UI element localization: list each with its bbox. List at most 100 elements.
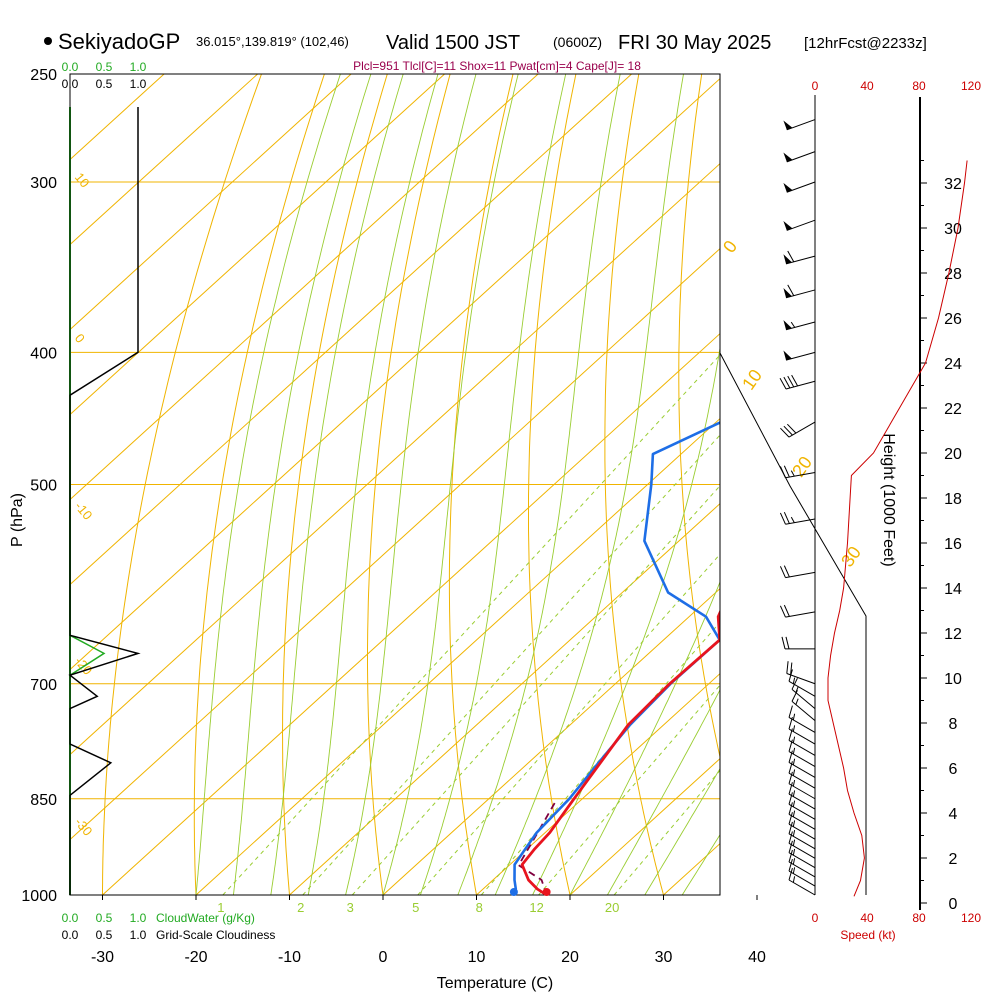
wind-barb-flag	[780, 427, 790, 438]
cloudwater-bottom-tick: 0.0	[62, 911, 79, 925]
surface-temperature-dot	[542, 888, 551, 896]
mixing-ratio-label: 3	[347, 900, 354, 915]
isotherm-line	[70, 74, 539, 501]
x-tick-label: 40	[748, 949, 766, 966]
surface-dewpoint-dot	[509, 888, 518, 896]
wind-barb	[788, 859, 816, 887]
height-tick-label: 32	[944, 176, 962, 193]
height-tick-label: 0	[949, 896, 958, 913]
wind-barb-flag	[788, 867, 793, 881]
dry-adiabat-line	[953, 74, 1000, 895]
cloudwater-top-tick: 1.0	[130, 60, 147, 74]
wind-barb	[783, 320, 816, 331]
wind-barb-pennant	[783, 254, 792, 264]
wind-barb-flag	[788, 821, 793, 834]
isotherm-line	[851, 74, 1000, 895]
cloudiness-legend: Grid-Scale Cloudiness	[156, 928, 275, 942]
speed-top-tick: 120	[961, 79, 981, 93]
cloudiness-trace	[68, 107, 141, 895]
station-name: SekiyadoGP	[58, 29, 180, 54]
wind-barb-flag	[788, 802, 793, 815]
height-tick-label: 4	[949, 806, 958, 823]
wind-barb-flag	[781, 636, 786, 650]
height-tick-label: 16	[944, 536, 962, 553]
speed-top-tick: 80	[912, 79, 926, 93]
wind-barb-flag	[783, 376, 791, 389]
x-tick-label: -10	[278, 949, 301, 966]
wind-barb-pennant	[783, 182, 793, 193]
wind-barb	[788, 705, 816, 733]
wind-barb-flag	[783, 465, 790, 478]
wind-barb-shaft	[788, 421, 816, 438]
height-axis-title: Height (1000 Feet)	[880, 433, 897, 566]
isotherm-line	[70, 247, 720, 841]
station-coords: 36.015°,139.819° (102,46)	[196, 34, 349, 49]
wind-barb-flag	[788, 840, 793, 853]
wind-barb-pennant	[783, 350, 792, 361]
pressure-tick-label: 300	[30, 175, 57, 192]
wind-barb	[788, 739, 816, 767]
plot-frame	[69, 73, 721, 896]
wind-barb-flag	[787, 284, 795, 296]
wind-barb	[779, 512, 816, 525]
pressure-tick-label: 400	[30, 345, 57, 362]
height-tick-label: 26	[944, 311, 962, 328]
wind-barb-shaft	[786, 219, 816, 231]
wind-barb-half-flag	[792, 769, 796, 776]
wind-barb	[788, 792, 816, 820]
height-tick-label: 30	[944, 221, 962, 238]
wind-barb	[788, 750, 816, 778]
mixing-ratio-line	[351, 485, 720, 895]
pressure-tick-label: 500	[30, 478, 57, 495]
wind-barb-pennant	[783, 320, 792, 330]
chart-header: SekiyadoGP 36.015°,139.819° (102,46) Val…	[44, 29, 927, 73]
wind-barb-half-flag	[792, 867, 796, 874]
mixing-ratio-label: 20	[605, 900, 619, 915]
wind-barb-shaft	[786, 119, 816, 131]
isotherm-line	[70, 74, 445, 416]
wind-barb-flag	[788, 750, 793, 763]
wind-barb-panel	[719, 95, 867, 896]
wind-barb-half-flag	[792, 725, 796, 732]
wind-barb	[788, 771, 816, 800]
isotherm-line	[70, 162, 720, 756]
wind-barb	[788, 669, 816, 697]
wind-barb	[788, 728, 816, 756]
isotherm-line	[70, 77, 720, 671]
wind-barb	[779, 565, 816, 579]
wind-barb	[788, 849, 816, 878]
height-tick-label: 28	[944, 266, 962, 283]
wind-barb-shaft	[786, 673, 816, 685]
moist-adiabat-line	[494, 74, 684, 895]
wind-barb-flag	[787, 250, 795, 263]
moist-adiabat-line	[195, 74, 341, 895]
wind-barb	[788, 867, 816, 896]
wind-barb-half-flag	[792, 876, 796, 883]
height-tick-label: 10	[944, 671, 962, 688]
isotherm-line	[70, 74, 632, 586]
height-tick-label: 20	[944, 446, 962, 463]
wind-barb-flag	[791, 374, 799, 387]
sounding-indices: Plcl=951 Tlcl[C]=11 Shox=11 Pwat[cm]=4 C…	[353, 59, 641, 73]
hodograph-frame-line	[719, 352, 867, 895]
wind-barb-flag	[788, 771, 793, 784]
wind-barb	[783, 350, 816, 361]
wind-barb-half-flag	[792, 713, 796, 721]
pressure-tick-label: 700	[30, 677, 57, 694]
wind-barb	[783, 250, 816, 265]
wind-barb-half-flag	[792, 848, 796, 856]
cloudwater-bottom-tick: 0.5	[96, 911, 113, 925]
isotherm-line	[195, 417, 720, 895]
dry-adiabat-line	[448, 74, 514, 895]
mixing-ratio-line	[222, 354, 720, 895]
wind-barb	[783, 284, 816, 299]
wind-barb-flag	[788, 782, 793, 795]
dry-adiabat-line	[193, 74, 325, 895]
height-speed-panel: 0040408080120120024681012141618202224262…	[812, 79, 982, 925]
station-bullet-icon	[44, 37, 52, 45]
mixing-ratio-label: 8	[476, 900, 483, 915]
wind-barb	[783, 119, 816, 131]
wind-barb-flag	[788, 859, 793, 872]
speed-axis-title: Speed (kt)	[840, 928, 895, 942]
